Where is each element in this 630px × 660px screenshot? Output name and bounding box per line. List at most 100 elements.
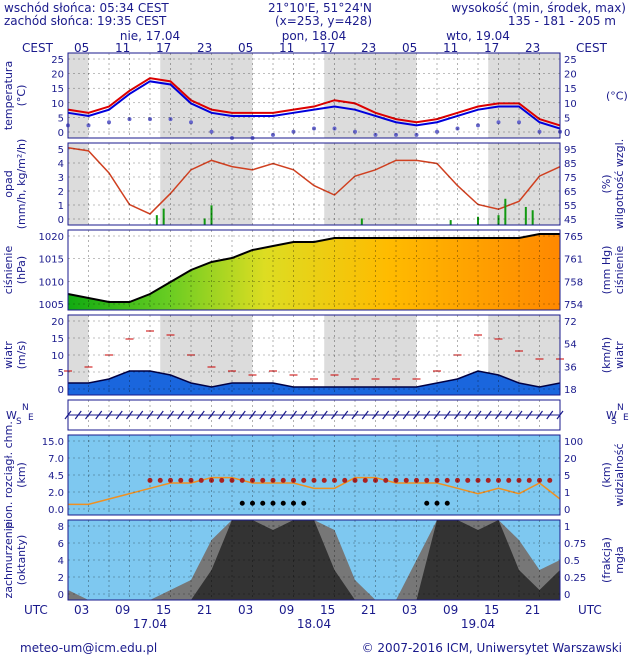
tick-right: 1	[564, 488, 570, 499]
bottom-hour: 09	[443, 603, 458, 617]
tick-left: 25	[51, 55, 64, 66]
dewpoint-dot	[209, 129, 214, 134]
tick-left: 0	[58, 590, 64, 601]
tick-right: 95	[564, 145, 577, 156]
footer-copyright: © 2007-2016 ICM, Uniwersytet Warszawski	[361, 641, 622, 655]
precip-night-band	[160, 143, 253, 225]
panel-label-left: (km)	[15, 462, 28, 488]
panel-frame	[67, 399, 561, 431]
temp-night-band	[160, 53, 253, 138]
panel-label-right: wilgotność wzgl.	[613, 139, 626, 229]
panel-label-left: pion. rozciągł. chm.	[2, 421, 15, 529]
cloud-top-dot	[198, 477, 204, 483]
tick-right: 85	[564, 159, 577, 170]
dewpoint-dot	[537, 129, 542, 134]
tick-left: 2	[58, 573, 64, 584]
tick-right: 754	[564, 300, 583, 311]
wind-direction-arrow	[218, 410, 226, 420]
wind-direction-arrow	[95, 410, 103, 420]
bottom-day: 17.04	[133, 617, 167, 631]
cloud-top-dot	[301, 477, 307, 483]
footer-email[interactable]: meteo-um@icm.edu.pl	[20, 641, 158, 655]
tick-left: 0	[58, 128, 64, 139]
bottom-hour: 15	[320, 603, 335, 617]
panel-frame	[67, 229, 561, 311]
panel-label-right: ciśnienie	[613, 246, 626, 295]
cloud-base-dot	[424, 500, 430, 506]
tick-left: 4	[58, 556, 64, 567]
tick-right: 0.75	[564, 539, 586, 550]
bottom-hour: 03	[74, 603, 89, 617]
tick-right: 1	[564, 522, 570, 533]
wind-direction-arrow	[279, 410, 287, 420]
tick-right: 758	[564, 277, 583, 288]
tick-right: 100	[564, 437, 583, 448]
tick-right: 15	[564, 84, 577, 95]
tick-left: 1020	[39, 232, 64, 243]
bottom-hour: 09	[115, 603, 130, 617]
panel-label-left: wiatr	[2, 341, 15, 369]
top-hour: 05	[238, 41, 253, 55]
dewpoint-dot	[189, 120, 193, 125]
cloud-top-dot	[219, 477, 225, 483]
wind-direction-arrow	[443, 410, 451, 420]
top-hour: 23	[197, 41, 212, 55]
tick-right: 761	[564, 255, 583, 266]
tick-right: 20	[564, 454, 577, 465]
precip-bar	[155, 215, 158, 225]
cloud-base-dot	[239, 500, 245, 506]
bottom-hour: 21	[197, 603, 212, 617]
precip-bar	[504, 198, 507, 225]
cloud-top-dot	[342, 477, 348, 483]
wind-direction-arrow	[423, 410, 431, 420]
wind-direction-arrow	[74, 410, 82, 420]
temp-night-band	[324, 53, 417, 138]
tick-left: 7.0	[48, 454, 64, 465]
compass-e: E	[28, 413, 34, 423]
coords-text: 21°10'E, 51°24'N	[268, 1, 372, 15]
dewpoint-dot	[86, 123, 91, 128]
cloud-top-dot	[362, 477, 368, 483]
cloud-top-dot	[506, 477, 512, 483]
tick-left: 4	[58, 159, 64, 170]
top-day: pon, 18.04	[282, 29, 347, 43]
tick-right: 0.25	[564, 573, 586, 584]
dewpoint-dot	[517, 120, 521, 125]
cloud-top-dot	[547, 477, 553, 483]
tick-left: 5	[58, 113, 64, 124]
dewpoint-dot	[107, 120, 111, 125]
panel-label-left: W	[6, 409, 17, 422]
tz-top: CEST	[22, 41, 54, 55]
tick-left: 15.0	[42, 437, 64, 448]
cloud-top-dot	[424, 477, 430, 483]
tick-left: 2.0	[48, 488, 64, 499]
wind-direction-arrow	[402, 410, 410, 420]
tz-bottom: UTC	[24, 603, 48, 617]
panel-frame	[67, 52, 561, 139]
wind-direction-arrow	[238, 410, 246, 420]
grid-text: (x=253, y=428)	[275, 14, 373, 28]
tick-left: 20	[51, 317, 64, 328]
wind-direction-arrow	[320, 410, 328, 420]
tick-right: 36	[564, 362, 577, 373]
temp-bg	[68, 53, 560, 138]
wind-direction-arrow	[361, 410, 369, 420]
cloud-top-dot	[239, 477, 245, 483]
top-day: wto, 19.04	[446, 29, 510, 43]
wind-direction-arrow	[484, 410, 492, 420]
compass-s: S	[611, 417, 617, 427]
cloud-base-dot	[280, 500, 286, 506]
height-values: 135 - 181 - 205 m	[507, 14, 616, 28]
cloud-base-dot	[250, 500, 255, 506]
wind-direction-arrow	[156, 410, 164, 420]
dewpoint-dot	[476, 123, 480, 128]
tick-right: 72	[564, 317, 577, 328]
tick-left: 2	[58, 187, 64, 198]
panel-label-right: W	[606, 409, 617, 422]
cloud-base-dot	[270, 500, 276, 506]
compass-s: S	[16, 417, 22, 427]
top-hour: 11	[115, 41, 130, 55]
tick-left: 5	[58, 145, 64, 156]
precip-bar	[524, 206, 527, 225]
